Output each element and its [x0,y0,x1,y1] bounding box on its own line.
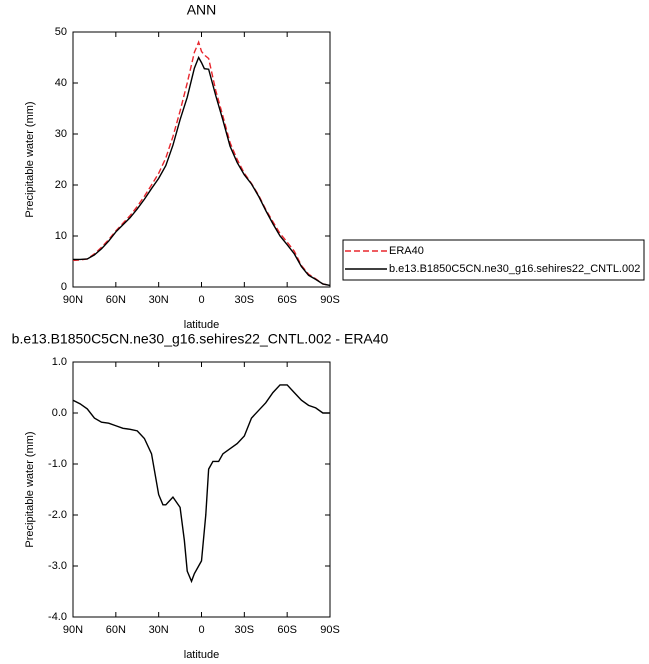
x-tick-label: 60S [277,624,297,636]
y-tick-label: 0.0 [52,407,67,419]
x-tick-label: 90N [63,624,83,636]
x-tick-label: 0 [198,294,204,306]
x-tick-label: 30S [235,294,255,306]
y-tick-label: 0 [61,281,67,293]
y-tick-label: 50 [55,26,67,38]
y-tick-label: -4.0 [48,611,67,623]
plot-frame [72,361,331,618]
y-tick-label: 10 [55,230,67,242]
y-axis-label: Precipitable water (mm) [24,431,36,547]
x-tick-label: 90N [63,294,83,306]
x-tick-label: 30S [235,624,255,636]
x-axis-label: latitude [184,649,219,661]
data-line [72,384,330,584]
chart-title: ANN [187,2,217,18]
chart-title: b.e13.B1850C5CN.ne30_g16.sehires22_CNTL.… [12,331,389,347]
x-tick-label: 30N [149,294,169,306]
x-tick-label: 90S [320,294,340,306]
x-tick-label: 60N [106,624,126,636]
x-tick-label: 90S [320,624,340,636]
data-line [72,40,331,287]
y-tick-label: 20 [55,179,67,191]
legend-label: ERA40 [389,245,424,257]
y-tick-label: -2.0 [48,509,67,521]
y-tick-label: 40 [55,77,67,89]
y-axis-label: Precipitable water (mm) [24,101,36,217]
data-line [73,55,331,287]
x-axis-label: latitude [184,319,219,331]
y-tick-label: -1.0 [48,458,67,470]
x-tick-label: 60N [106,294,126,306]
legend-label: b.e13.B1850C5CN.ne30_g16.sehires22_CNTL.… [389,263,640,275]
y-tick-label: -3.0 [48,560,67,572]
x-tick-label: 0 [198,624,204,636]
x-tick-label: 30N [149,624,169,636]
y-tick-label: 1.0 [52,356,67,368]
legend-box [342,239,645,281]
plot-frame [72,31,331,288]
x-tick-label: 60S [277,294,297,306]
y-tick-label: 30 [55,128,67,140]
